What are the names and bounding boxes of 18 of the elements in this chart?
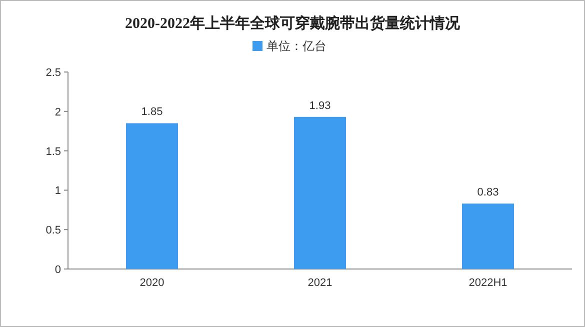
data-label: 0.83	[477, 186, 499, 199]
bar	[462, 204, 514, 269]
y-tick-label: 2	[54, 106, 61, 118]
chart-title: 2020-2022年上半年全球可穿戴腕带出货量统计情况	[125, 14, 461, 32]
data-label: 1.93	[309, 100, 331, 112]
bar	[294, 116, 346, 269]
x-tick-label: 2022H1	[468, 277, 508, 289]
y-tick-label: 2.5	[46, 67, 61, 79]
y-tick-label: 1	[54, 185, 61, 198]
legend: 单位：亿台	[252, 39, 326, 53]
data-label: 1.85	[141, 106, 163, 118]
x-tick-label: 2020	[140, 277, 164, 289]
y-tick-label: 1.5	[46, 146, 61, 158]
y-tick-label: 0.5	[46, 224, 61, 237]
legend-label: 单位：亿台	[266, 39, 326, 53]
x-tick-label: 2021	[308, 277, 332, 289]
bar	[126, 123, 178, 269]
y-tick-label: 0	[54, 264, 61, 276]
